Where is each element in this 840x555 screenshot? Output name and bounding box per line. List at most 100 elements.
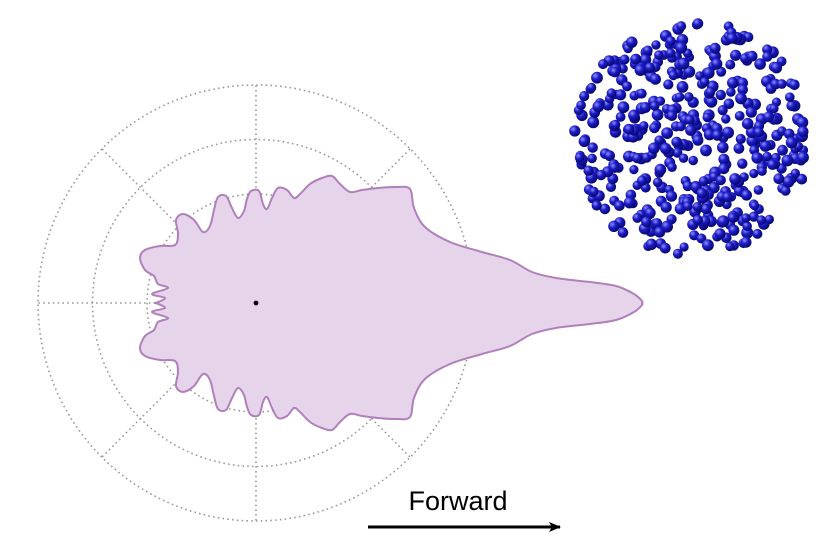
nanoparticle-sphere: [598, 59, 608, 70]
nanoparticle-sphere: [762, 44, 773, 55]
nanoparticle-sphere: [756, 215, 767, 225]
nanoparticle-sphere: [746, 50, 758, 62]
nanoparticle-sphere: [591, 71, 603, 84]
nanoparticle-sphere: [746, 134, 759, 147]
nanoparticle-sphere: [752, 228, 763, 239]
nanoparticle-sphere: [583, 165, 594, 176]
nanoparticle-sphere: [722, 192, 733, 203]
nanoparticle-sphere: [711, 58, 723, 70]
nanoparticle-sphere: [745, 106, 757, 118]
nanoparticle-sphere: [632, 152, 643, 164]
nanoparticle-sphere: [665, 190, 678, 202]
nanoparticle-sphere: [769, 104, 779, 114]
nanoparticle-sphere: [605, 181, 617, 192]
nanoparticle-sphere: [773, 173, 785, 185]
nanoparticle-sphere: [735, 133, 746, 145]
nanoparticle-sphere: [777, 144, 788, 156]
nanoparticle-sphere: [675, 41, 688, 54]
nanoparticle-sphere: [796, 173, 808, 185]
nanoparticle-sphere: [715, 175, 726, 186]
nanoparticle-sphere: [659, 242, 671, 254]
nanoparticle-sphere: [610, 119, 621, 130]
nanoparticle-sphere: [617, 101, 630, 114]
nanoparticle-sphere: [790, 168, 800, 178]
nanoparticle-sphere: [728, 224, 740, 236]
nanoparticle-sphere: [683, 65, 696, 78]
nanoparticle-sphere: [725, 241, 735, 252]
nanoparticle-sphere: [692, 202, 703, 212]
nanoparticle-sphere: [785, 136, 798, 149]
nanoparticle-sphere: [636, 175, 648, 186]
nanoparticle-sphere: [757, 166, 767, 176]
nanoparticle-sphere: [727, 77, 739, 89]
origin-dot: [253, 300, 259, 306]
nanoparticle-sphere: [675, 92, 685, 102]
nanoparticle-sphere: [749, 168, 759, 179]
nanoparticle-sphere: [730, 49, 742, 61]
nanoparticle-sphere: [733, 143, 745, 154]
scattering-pattern-lobe: [138, 174, 644, 432]
nanoparticle-sphere: [587, 116, 600, 129]
nanoparticle-sphere: [782, 175, 795, 188]
nanoparticle-sphere: [661, 127, 673, 139]
nanoparticle-sphere: [652, 177, 663, 188]
nanoparticle-sphere: [661, 220, 673, 233]
nanoparticle-sphere: [748, 211, 759, 222]
nanoparticle-sphere: [677, 57, 690, 70]
nanoparticle-sphere: [595, 169, 607, 181]
nanoparticle-sphere: [636, 88, 647, 99]
nanoparticle-sphere: [786, 100, 797, 112]
nanoparticle-sphere: [740, 236, 752, 248]
nanoparticle-sphere: [692, 134, 704, 146]
nanoparticle-sphere: [648, 142, 660, 155]
nanoparticle-sphere: [649, 122, 660, 134]
nanoparticle-sphere: [665, 36, 676, 46]
nanoparticle-sphere: [609, 66, 621, 78]
nanoparticle-sphere: [606, 88, 617, 98]
nanoparticle-sphere: [676, 121, 686, 132]
nanoparticle-sphere: [624, 124, 635, 135]
nanoparticle-sphere: [735, 92, 747, 105]
nanoparticle-sphere: [729, 173, 741, 185]
nanoparticle-sphere: [754, 58, 766, 70]
nanoparticle-sphere: [796, 151, 809, 164]
nanoparticle-sphere: [576, 100, 586, 110]
nanoparticle-sphere: [619, 54, 630, 65]
nanoparticle-sphere: [654, 50, 664, 60]
nanoparticle-sphere: [762, 51, 773, 62]
nanoparticle-sphere: [654, 163, 667, 176]
nanoparticle-sphere: [617, 227, 629, 238]
nanoparticle-sphere: [622, 81, 632, 92]
nanoparticle-sphere: [629, 165, 639, 175]
nanoparticle-sphere: [702, 239, 714, 252]
nanoparticle-sphere: [586, 82, 597, 93]
nanoparticle-sphere: [702, 67, 715, 79]
nanoparticle-sphere: [644, 62, 655, 73]
nanoparticle-sphere: [705, 95, 718, 108]
nanoparticle-sphere: [604, 150, 615, 162]
nanoparticle-sphere: [639, 102, 651, 113]
nanoparticle-sphere: [651, 218, 663, 229]
nanoparticle-sphere: [579, 91, 590, 102]
nanoparticle-sphere: [709, 42, 721, 54]
nanoparticle-sphere: [723, 98, 735, 110]
nanoparticle-sphere: [665, 48, 676, 58]
nanoparticle-sphere: [700, 144, 712, 157]
nanoparticle-sphere: [685, 124, 697, 136]
nanoparticle-aggregate-icon: [569, 18, 809, 259]
nanoparticle-sphere: [663, 79, 674, 90]
nanoparticle-sphere: [727, 212, 738, 223]
nanoparticle-sphere: [589, 186, 599, 197]
nanoparticle-sphere: [770, 61, 783, 74]
nanoparticle-sphere: [699, 77, 710, 87]
nanoparticle-sphere: [668, 70, 679, 81]
nanoparticle-sphere: [642, 45, 653, 56]
nanoparticle-sphere: [644, 207, 656, 219]
forward-label: Forward: [408, 486, 507, 516]
nanoparticle-sphere: [609, 162, 620, 173]
nanoparticle-sphere: [660, 201, 672, 213]
nanoparticle-sphere: [717, 141, 729, 154]
nanoparticle-sphere: [726, 87, 736, 97]
nanoparticle-sphere: [692, 18, 704, 29]
